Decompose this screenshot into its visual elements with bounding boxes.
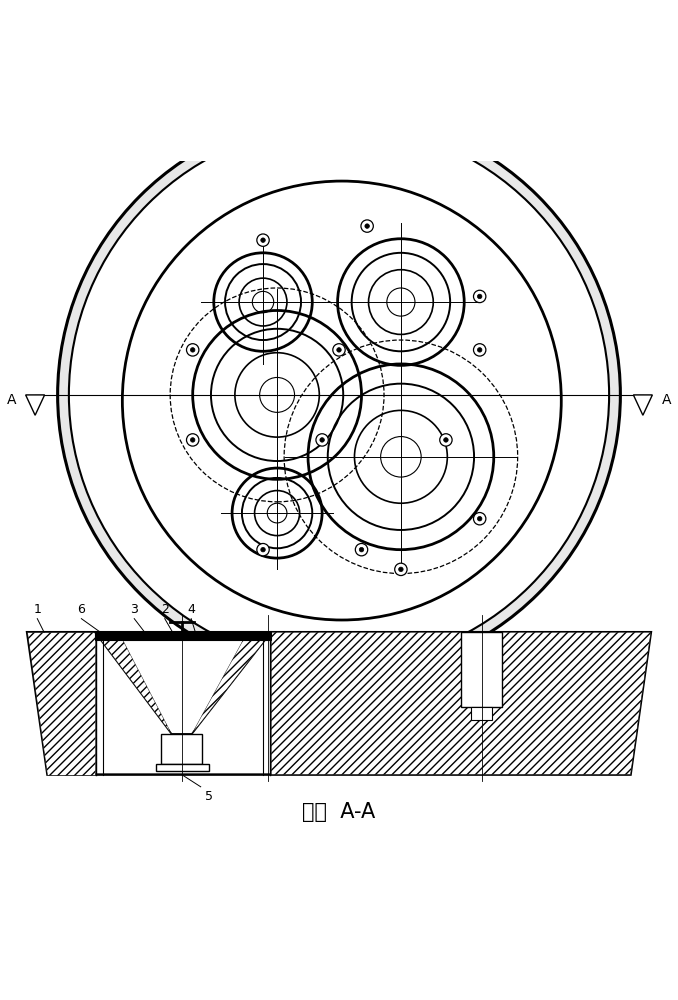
Circle shape [395,563,407,576]
Circle shape [333,344,345,356]
Text: A: A [7,393,16,407]
Circle shape [257,543,269,556]
Polygon shape [27,632,95,775]
Text: 4: 4 [187,603,195,616]
Circle shape [186,434,199,446]
Circle shape [477,516,482,521]
Text: 5: 5 [205,790,213,803]
Bar [156,764,209,771]
Text: A: A [662,393,671,407]
Circle shape [320,438,324,442]
Circle shape [257,234,269,246]
Circle shape [316,434,328,446]
Polygon shape [271,632,651,775]
Circle shape [261,547,265,552]
Circle shape [361,220,374,232]
Polygon shape [95,632,271,734]
Circle shape [473,513,486,525]
Circle shape [191,348,195,352]
Text: 3: 3 [130,603,138,616]
Text: 截面  A-A: 截面 A-A [302,802,376,822]
Polygon shape [26,395,45,415]
Circle shape [399,567,403,572]
Bar [95,632,271,640]
Circle shape [359,547,364,552]
Bar [471,707,492,720]
Circle shape [261,238,265,242]
Circle shape [477,294,482,299]
Circle shape [473,290,486,303]
Circle shape [355,543,367,556]
Text: 1: 1 [33,603,41,616]
Circle shape [477,348,482,352]
Circle shape [186,344,199,356]
Circle shape [191,438,195,442]
Polygon shape [27,632,651,775]
Polygon shape [192,632,271,734]
Bar [161,734,202,764]
Circle shape [443,438,448,442]
Circle shape [337,348,341,352]
Circle shape [58,114,620,676]
Polygon shape [95,632,172,734]
Bar [461,632,502,707]
Circle shape [473,344,486,356]
Polygon shape [633,395,652,415]
Text: 6: 6 [77,603,85,616]
Text: 2: 2 [161,603,169,616]
Circle shape [365,224,370,228]
Circle shape [440,434,452,446]
Circle shape [69,125,609,665]
